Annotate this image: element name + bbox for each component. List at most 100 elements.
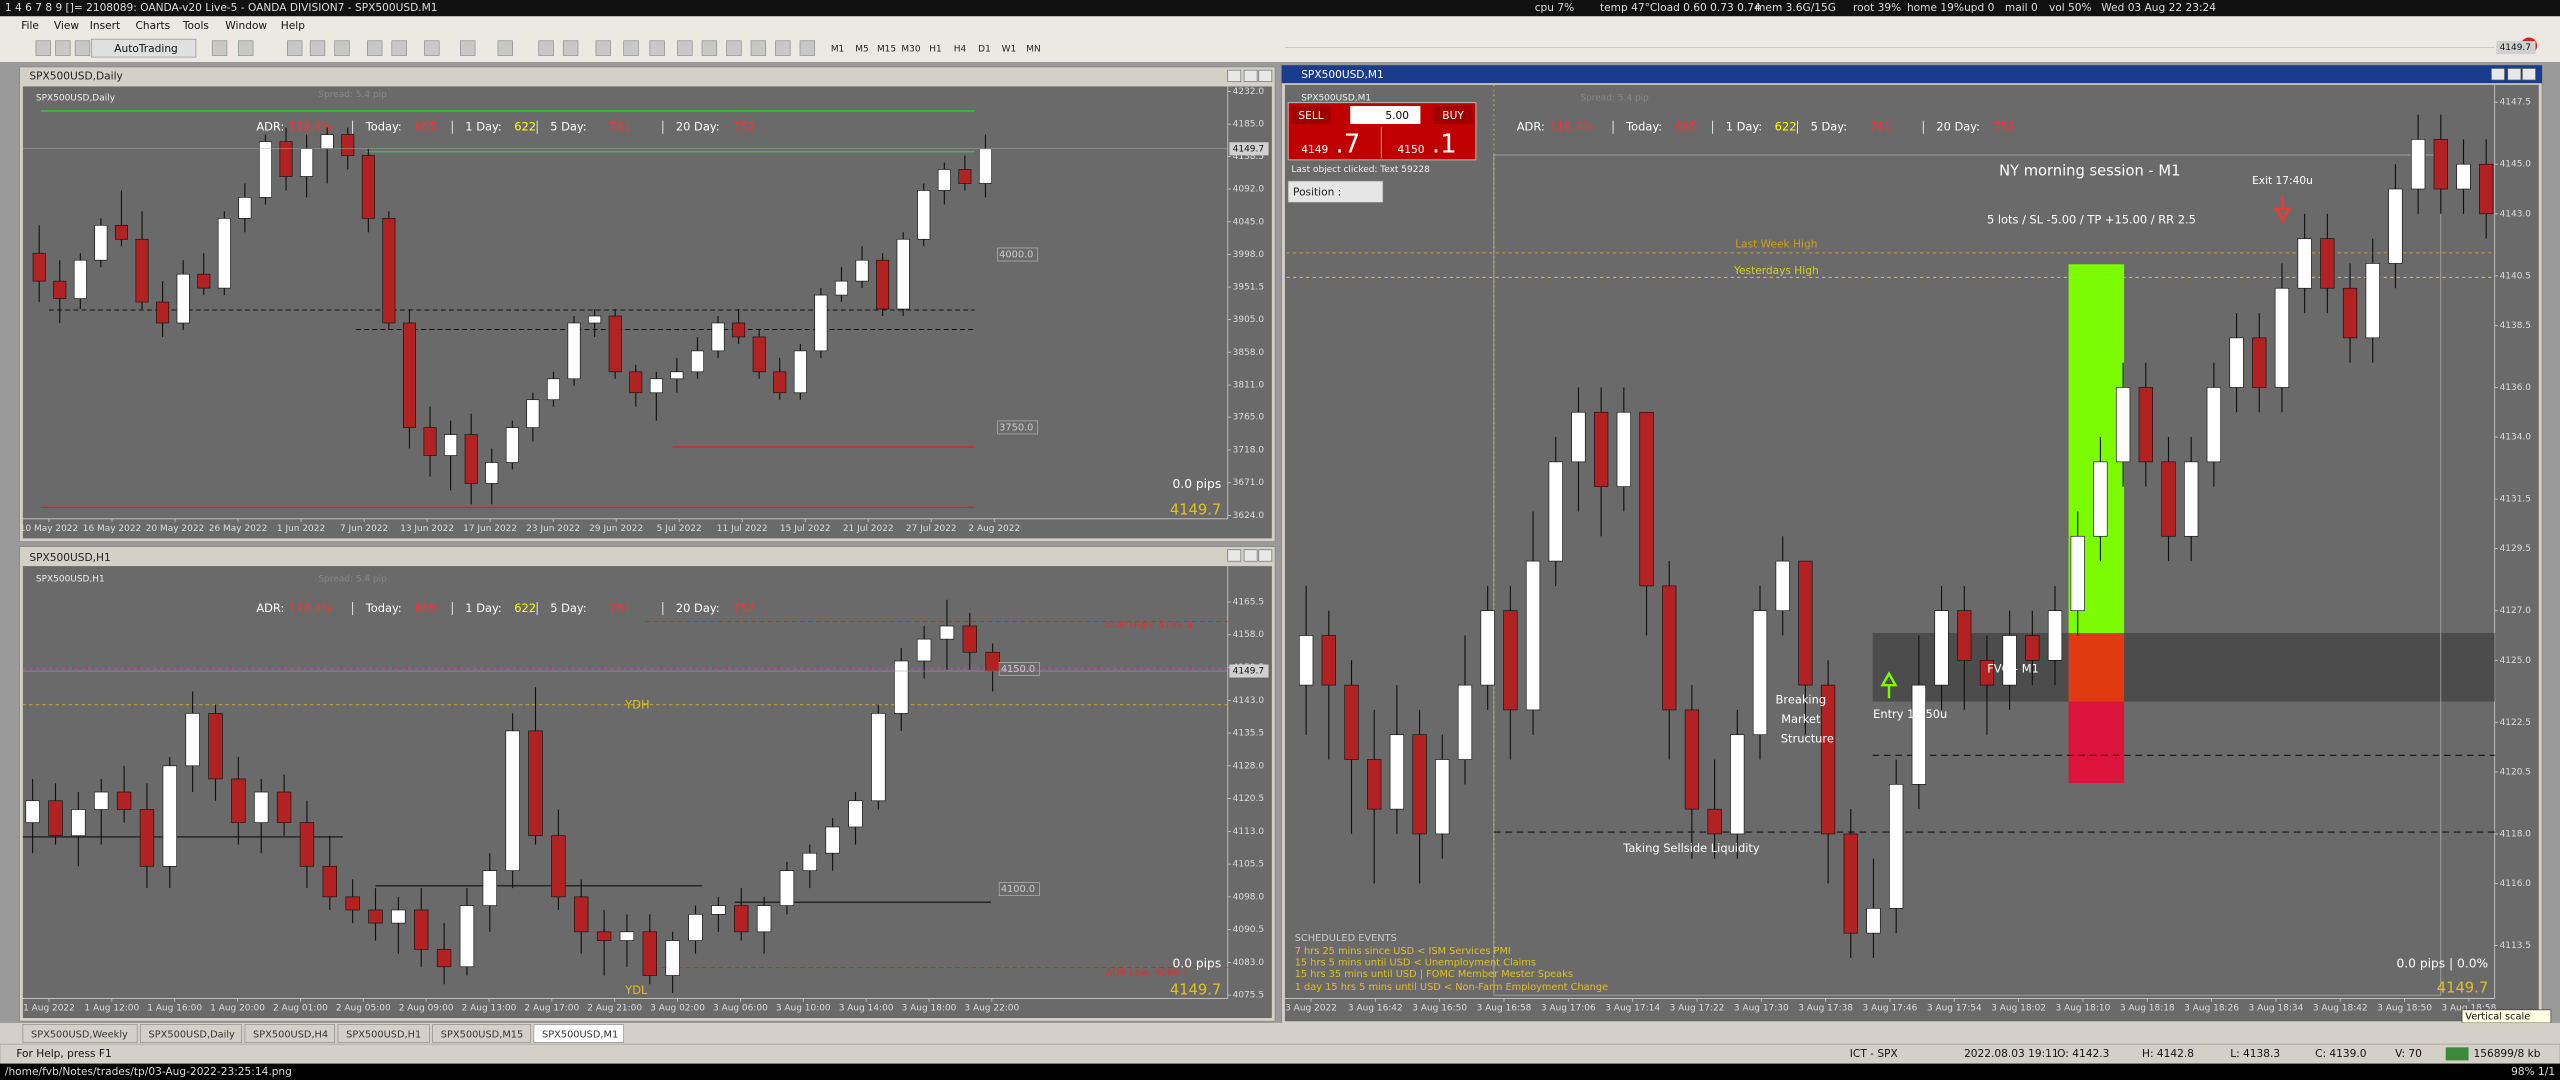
chart-tab[interactable] bbox=[22, 1024, 138, 1043]
candle-body bbox=[528, 730, 543, 837]
window-button[interactable] bbox=[2491, 68, 2505, 81]
x-tick-label: 3 Aug 22:00 bbox=[964, 1004, 1019, 1014]
candle-body bbox=[156, 301, 170, 324]
candle-body bbox=[423, 427, 437, 456]
menu-item[interactable]: Insert bbox=[90, 20, 120, 32]
x-tick-label: 29 Jun 2022 bbox=[589, 524, 643, 534]
timeframe-button[interactable]: M15 bbox=[877, 44, 896, 54]
candle-body bbox=[300, 148, 314, 177]
toolbar-button[interactable] bbox=[726, 40, 742, 56]
window-button[interactable] bbox=[2507, 68, 2522, 81]
sell-button[interactable] bbox=[1291, 106, 1331, 124]
timeframe-button[interactable]: D1 bbox=[978, 44, 991, 54]
menu-item[interactable]: Charts bbox=[136, 20, 171, 32]
timeframe-button[interactable]: H4 bbox=[954, 44, 967, 54]
toolbar-button[interactable] bbox=[74, 40, 91, 56]
toolbar-button[interactable] bbox=[538, 40, 554, 56]
timeframe-button[interactable]: M1 bbox=[831, 44, 844, 54]
window-button[interactable] bbox=[1258, 69, 1273, 82]
sell-label: SELL bbox=[1298, 110, 1323, 122]
menu-item[interactable]: Help bbox=[281, 20, 305, 32]
window-button[interactable] bbox=[1258, 549, 1273, 562]
chart-tab[interactable] bbox=[432, 1024, 531, 1043]
candle-body bbox=[876, 259, 890, 310]
toolbar-button[interactable] bbox=[497, 40, 513, 56]
candle-body bbox=[135, 238, 149, 303]
candle-body bbox=[299, 822, 315, 867]
toolbar-button[interactable] bbox=[35, 40, 51, 56]
x-tick-label: 3 Aug 18:26 bbox=[2184, 1004, 2239, 1014]
toolbar-button[interactable] bbox=[424, 40, 440, 56]
chart-tab-label: SPX500USD,M1 bbox=[542, 1029, 618, 1040]
annotation: 4149.7 bbox=[2437, 980, 2488, 997]
toolbar-button[interactable] bbox=[701, 40, 718, 56]
candle-body bbox=[814, 294, 828, 352]
candle-body bbox=[608, 315, 622, 373]
y-tick-label: 4105.5 bbox=[1233, 860, 1264, 870]
x-tick-label: 1 Aug 2022 bbox=[23, 1004, 75, 1014]
menu-item[interactable]: Tools bbox=[182, 20, 209, 32]
window-button[interactable] bbox=[1243, 549, 1258, 562]
candle-body bbox=[1866, 908, 1881, 934]
x-tick-label: 3 Aug 17:30 bbox=[1734, 1004, 1789, 1014]
timeframe-button[interactable]: H1 bbox=[929, 44, 941, 54]
footer bbox=[0, 1063, 2560, 1080]
toolbar-button[interactable] bbox=[55, 40, 71, 56]
annotation: 15 hrs 5 mins until USD < Unemployment C… bbox=[1295, 958, 1536, 969]
window-button[interactable] bbox=[1227, 549, 1242, 562]
timeframe-button[interactable]: M5 bbox=[855, 44, 868, 54]
window-title: SPX500USD,Daily bbox=[29, 71, 122, 83]
timeframe-button[interactable]: M30 bbox=[901, 44, 920, 54]
position-panel[interactable] bbox=[1287, 180, 1384, 203]
x-tick-label: 2 Aug 01:00 bbox=[273, 1004, 328, 1014]
toolbar-button[interactable] bbox=[334, 40, 350, 56]
toolbar-button[interactable] bbox=[595, 40, 611, 56]
top-bar bbox=[0, 0, 2560, 17]
menu-item[interactable]: Window bbox=[225, 20, 267, 32]
window-button[interactable] bbox=[1227, 69, 1242, 82]
toolbar-button[interactable] bbox=[562, 40, 579, 56]
toolbar-button[interactable] bbox=[287, 40, 303, 56]
chart-tab[interactable] bbox=[244, 1024, 336, 1043]
timeframe-button[interactable]: MN bbox=[1026, 44, 1040, 54]
annotation: 4000.0 bbox=[999, 250, 1033, 261]
candle-body bbox=[1321, 635, 1336, 686]
x-tick-label: 1 Aug 12:00 bbox=[84, 1004, 139, 1014]
x-tick-label: 3 Aug 06:00 bbox=[713, 1004, 768, 1014]
chart-tab[interactable] bbox=[140, 1024, 242, 1043]
buy-button[interactable] bbox=[1433, 106, 1473, 124]
toolbar-button[interactable] bbox=[677, 40, 693, 56]
toolbar-button[interactable] bbox=[309, 40, 326, 56]
toolbar-button[interactable] bbox=[460, 40, 476, 56]
spread: Spread: 5.4 pip bbox=[318, 575, 387, 585]
sys-status: upd 0 bbox=[1964, 2, 1995, 14]
toolbar-button[interactable] bbox=[238, 40, 254, 56]
autotrading-button[interactable] bbox=[91, 38, 197, 58]
timeframe-button[interactable]: W1 bbox=[1002, 44, 1017, 54]
lots-input[interactable] bbox=[1350, 106, 1421, 124]
file-path: /home/fvb/Notes/trades/tp/03-Aug-2022-23… bbox=[5, 1066, 292, 1078]
menu-item[interactable]: File bbox=[21, 20, 39, 32]
annotation: 0.0 pips bbox=[1173, 957, 1222, 971]
x-tick-label: 3 Aug 18:02 bbox=[1991, 1004, 2046, 1014]
chart-tab[interactable] bbox=[337, 1024, 430, 1043]
candle-body bbox=[2456, 163, 2471, 190]
toolbar-button[interactable] bbox=[211, 40, 228, 56]
annotation: Structure bbox=[1781, 732, 1834, 746]
toolbar-button[interactable] bbox=[367, 40, 383, 56]
toolbar-button[interactable] bbox=[775, 40, 791, 56]
toolbar-button[interactable] bbox=[623, 40, 639, 56]
toolbar-button[interactable] bbox=[799, 40, 816, 56]
stat-label: Today: bbox=[365, 120, 402, 134]
window-button[interactable] bbox=[2522, 68, 2536, 81]
menu-item[interactable]: View bbox=[54, 20, 79, 32]
candle-body bbox=[1367, 759, 1382, 810]
window-button[interactable] bbox=[1243, 69, 1258, 82]
x-tick-label: 3 Aug 16:58 bbox=[1477, 1004, 1532, 1014]
toolbar-button[interactable] bbox=[391, 40, 407, 56]
candle-body bbox=[939, 625, 955, 640]
candle-body bbox=[25, 800, 40, 823]
chart-tab[interactable] bbox=[533, 1024, 624, 1043]
toolbar-button[interactable] bbox=[750, 40, 767, 56]
toolbar-button[interactable] bbox=[649, 40, 665, 56]
